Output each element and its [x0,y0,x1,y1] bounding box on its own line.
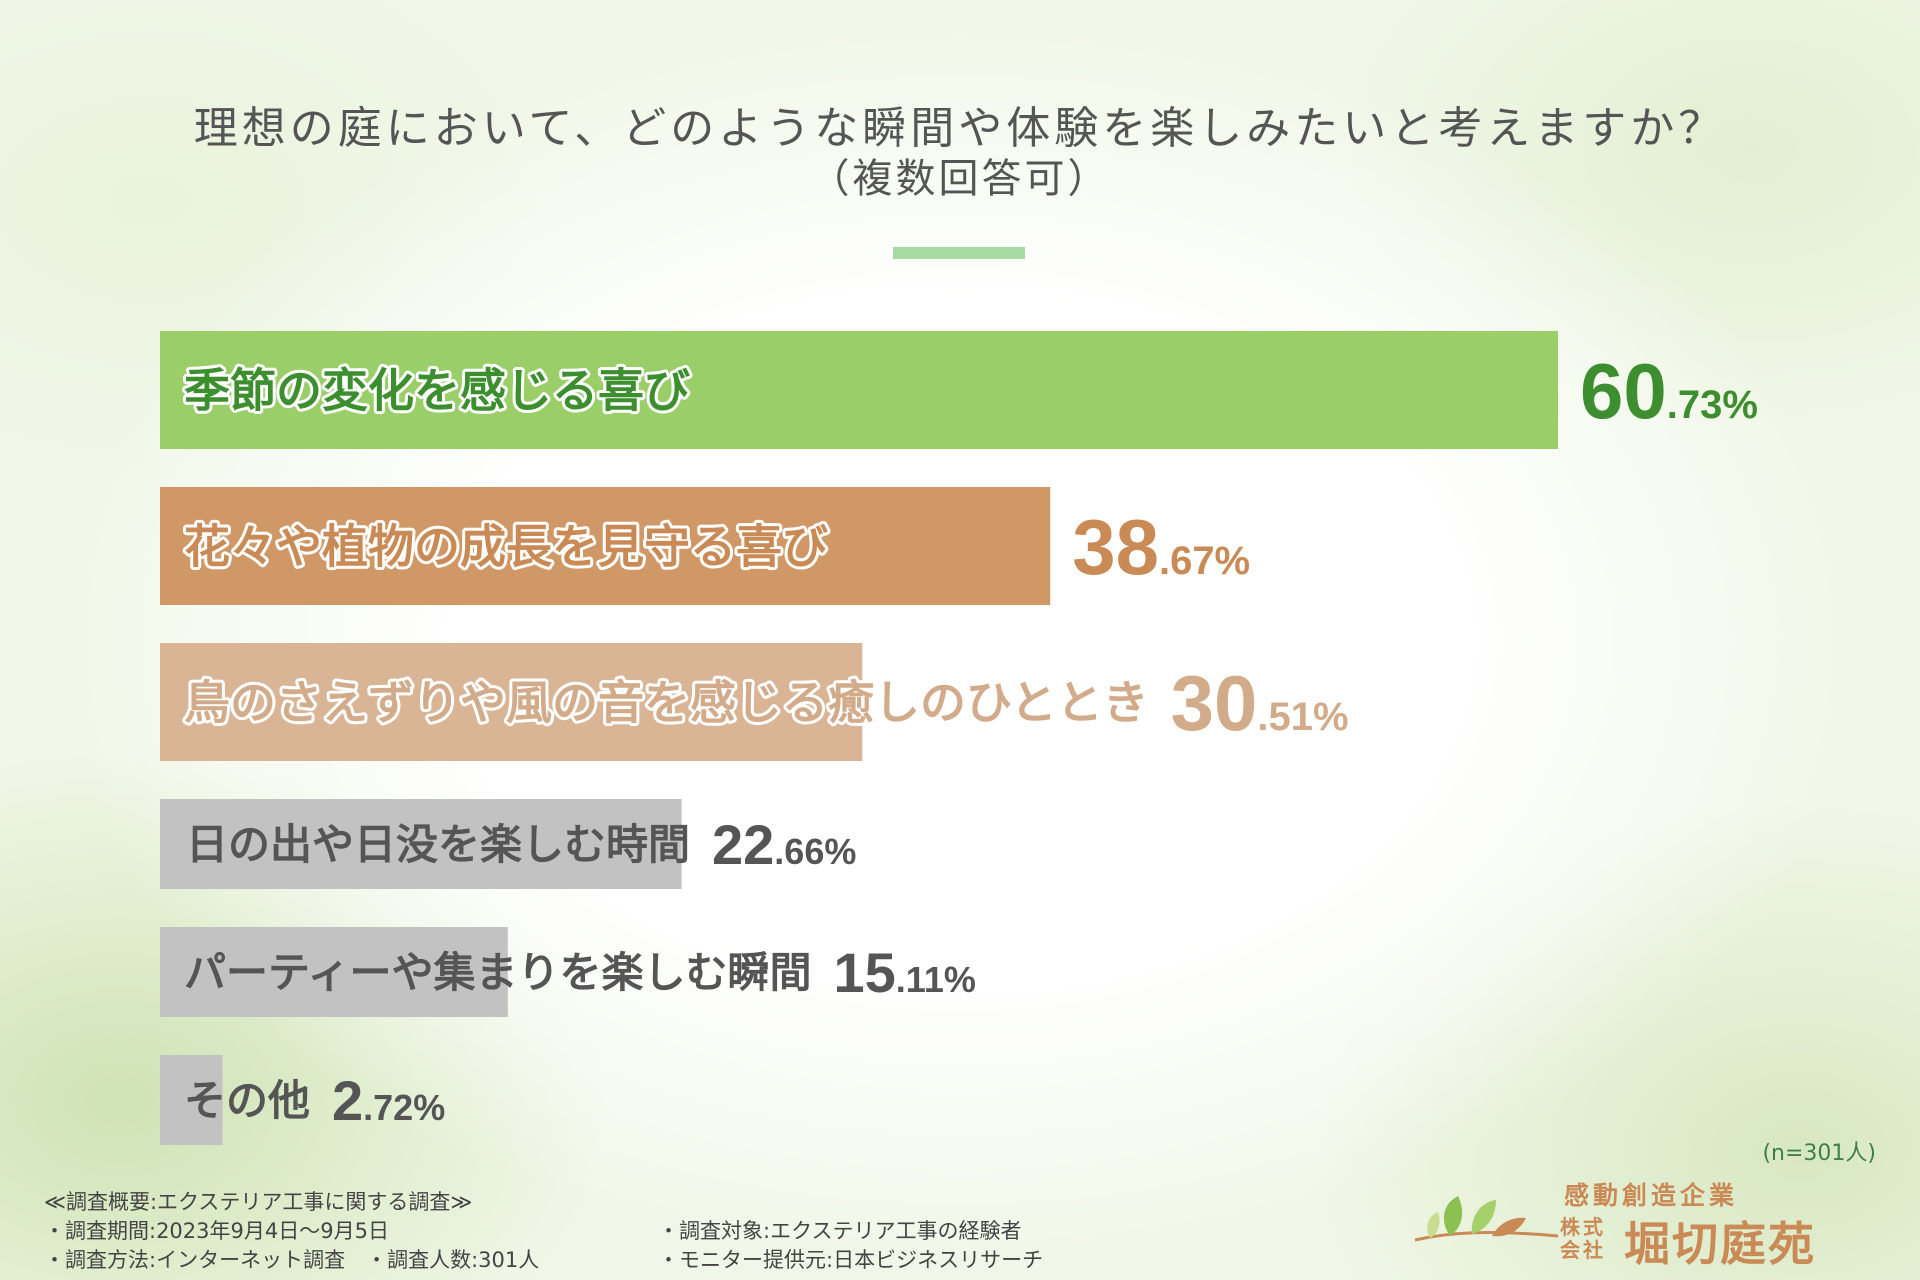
logo-corp: 株式会社 [1560,1215,1606,1262]
survey-summary-right: ・調査対象:エクステリア工事の経験者 ・モニター提供元:日本ビジネスリサーチ [658,1217,1043,1275]
value-label: 22.66% [712,813,856,876]
bar [160,643,863,761]
bar-group: 鳥のさえずりや風の音を感じる癒しのひととき [160,643,1152,761]
chart-subtitle: （複数回答可） [809,156,1111,202]
bar [160,487,1051,605]
bar-group: その他 [160,1055,310,1145]
bar [160,1055,223,1145]
bar [160,799,682,889]
category-label: パーティーや集まりを楽しむ瞬間 [184,948,811,997]
category-label: 鳥のさえずりや風の音を感じる癒しのひととき [184,676,1149,730]
leaves-icon [1414,1196,1559,1242]
survey-summary: ≪調査概要:エクステリア工事に関する調査≫ ・調査期間:2023年9月4日〜9月… [44,1188,539,1275]
value-label: 2.72% [332,1069,445,1132]
value-decimal: .51% [1257,695,1348,739]
value-decimal: .73% [1667,383,1758,427]
value-label: 30.51% [1171,659,1349,747]
value-label: 60.73% [1580,347,1758,435]
logo-tagline: 感動創造企業 [1564,1181,1739,1210]
title-divider [893,247,1025,259]
survey-provider: ・モニター提供元:日本ビジネスリサーチ [658,1248,1044,1272]
bar-group: 花々や植物の成長を見守る喜び [160,487,1051,605]
category-label: 花々や植物の成長を見守る喜び [184,520,828,574]
sample-size-note: (n=301人) [1762,1141,1876,1166]
survey-heading: ≪調査概要:エクステリア工事に関する調査≫ [44,1190,473,1214]
value-integer: 30 [1171,659,1258,747]
bar-group: パーティーや集まりを楽しむ瞬間 [160,927,811,1017]
category-label: 日の出や日没を楽しむ時間 [186,820,690,869]
survey-target: ・調査対象:エクステリア工事の経験者 [658,1219,1022,1243]
bar-group: 日の出や日没を楽しむ時間 [160,799,690,889]
value-label: 15.11% [834,941,976,1004]
bar [160,927,508,1017]
category-label: 季節の変化を感じる喜び [184,364,690,418]
survey-period: ・調査期間:2023年9月4日〜9月5日 [44,1219,389,1243]
value-decimal: .11% [896,959,976,1000]
chart-title: 理想の庭において、どのような瞬間や体験を楽しみたいと考えますか？ [193,103,1727,154]
value-integer: 22 [712,813,774,876]
value-decimal: .66% [774,831,856,872]
value-label: 38.67% [1072,503,1250,591]
company-logo: 感動創造企業 株式会社 堀切庭苑 [1410,1172,1890,1272]
value-integer: 2 [332,1069,363,1132]
value-decimal: .72% [363,1087,445,1128]
value-decimal: .67% [1159,539,1250,583]
value-integer: 60 [1580,347,1667,435]
bar-group: 季節の変化を感じる喜び [160,331,1558,449]
logo-name: 堀切庭苑 [1624,1217,1816,1271]
category-label: その他 [184,1076,310,1125]
value-integer: 38 [1072,503,1159,591]
survey-method: ・調査方法:インターネット調査 ・調査人数:301人 [44,1248,540,1272]
bar [160,331,1558,449]
value-integer: 15 [834,941,896,1004]
